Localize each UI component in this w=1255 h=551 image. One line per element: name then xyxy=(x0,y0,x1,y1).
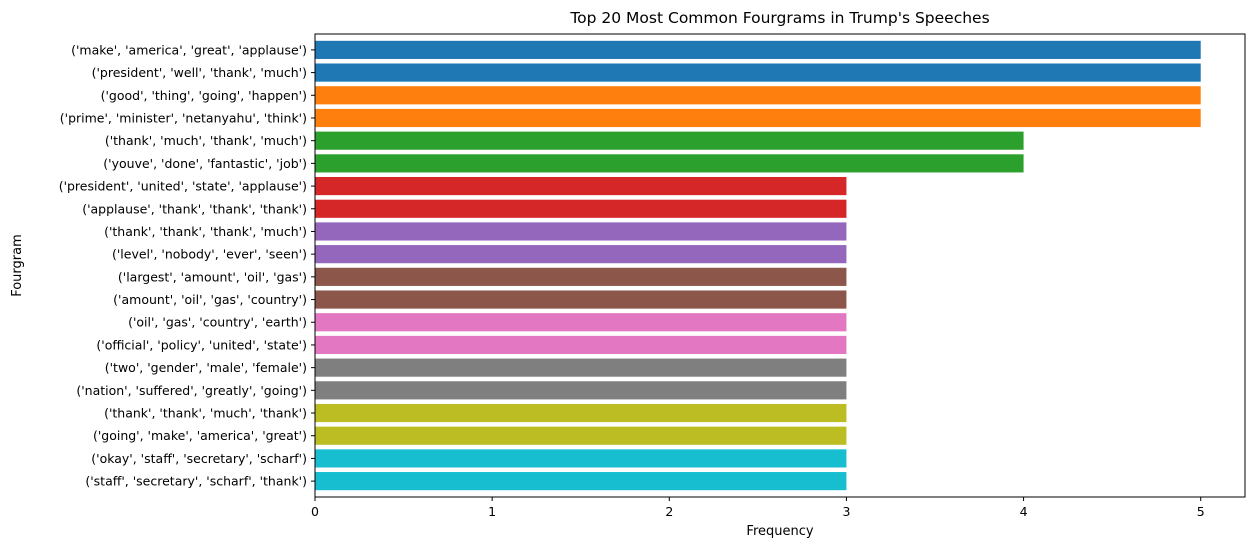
bar-16 xyxy=(315,381,847,400)
bar-1 xyxy=(315,40,1201,59)
x-axis-label: Frequency xyxy=(746,524,813,539)
y-tick-label: ('president', 'united', 'state', 'applau… xyxy=(59,179,307,194)
bar-3 xyxy=(315,86,1201,105)
y-tick-label: ('prime', 'minister', 'netanyahu', 'thin… xyxy=(60,110,307,125)
y-tick-label: ('president', 'well', 'thank', 'much') xyxy=(92,65,307,80)
x-tick-label: 3 xyxy=(842,504,850,519)
y-axis: ('make', 'america', 'great', 'applause')… xyxy=(59,42,315,489)
chart-title: Top 20 Most Common Fourgrams in Trump's … xyxy=(569,9,989,27)
y-tick-label: ('thank', 'much', 'thank', 'much') xyxy=(105,133,307,148)
x-tick-label: 4 xyxy=(1020,504,1028,519)
y-tick-label: ('thank', 'thank', 'much', 'thank') xyxy=(104,406,307,421)
x-tick-label: 0 xyxy=(311,504,319,519)
bar-20 xyxy=(315,472,847,491)
y-tick-label: ('largest', 'amount', 'oil', 'gas') xyxy=(118,269,307,284)
x-tick-label: 5 xyxy=(1197,504,1205,519)
y-tick-label: ('official', 'policy', 'united', 'state'… xyxy=(96,337,307,352)
y-tick-label: ('amount', 'oil', 'gas', 'country') xyxy=(113,292,307,307)
y-tick-label: ('going', 'make', 'america', 'great') xyxy=(93,428,307,443)
y-tick-label: ('make', 'america', 'great', 'applause') xyxy=(71,42,307,57)
bar-9 xyxy=(315,222,847,241)
y-tick-label: ('applause', 'thank', 'thank', 'thank') xyxy=(82,201,307,216)
bar-14 xyxy=(315,335,847,355)
bar-13 xyxy=(315,313,847,332)
bar-18 xyxy=(315,426,847,445)
bar-8 xyxy=(315,199,847,218)
y-tick-label: ('good', 'thing', 'going', 'happen') xyxy=(101,88,307,103)
bar-15 xyxy=(315,358,847,377)
x-axis: 0 1 2 3 4 5 xyxy=(311,497,1205,519)
bar-19 xyxy=(315,449,847,468)
y-tick-label: ('youve', 'done', 'fantastic', 'job') xyxy=(103,156,307,171)
y-tick-label: ('okay', 'staff', 'secretary', 'scharf') xyxy=(91,451,307,466)
plot-frame xyxy=(314,33,1246,498)
bar-6 xyxy=(315,154,1024,173)
bar-5 xyxy=(315,131,1024,150)
bar-2 xyxy=(315,63,1201,82)
bar-4 xyxy=(315,108,1201,128)
bar-11 xyxy=(315,267,847,286)
y-axis-label: Fourgram xyxy=(10,234,25,297)
x-tick-label: 1 xyxy=(488,504,496,519)
y-tick-label: ('thank', 'thank', 'thank', 'much') xyxy=(104,224,307,239)
x-tick-label: 2 xyxy=(665,504,673,519)
y-tick-label: ('oil', 'gas', 'country', 'earth') xyxy=(128,315,307,330)
y-tick-label: ('level', 'nobody', 'ever', 'seen') xyxy=(112,247,307,262)
bar-17 xyxy=(315,403,847,423)
y-tick-label: ('nation', 'suffered', 'greatly', 'going… xyxy=(76,383,307,398)
y-tick-label: ('two', 'gender', 'male', 'female') xyxy=(105,360,307,375)
bar-7 xyxy=(315,176,847,196)
y-tick-label: ('staff', 'secretary', 'scharf', 'thank'… xyxy=(85,474,307,489)
bars-layer xyxy=(315,40,1201,491)
bar-12 xyxy=(315,290,847,309)
bar-10 xyxy=(315,245,847,264)
